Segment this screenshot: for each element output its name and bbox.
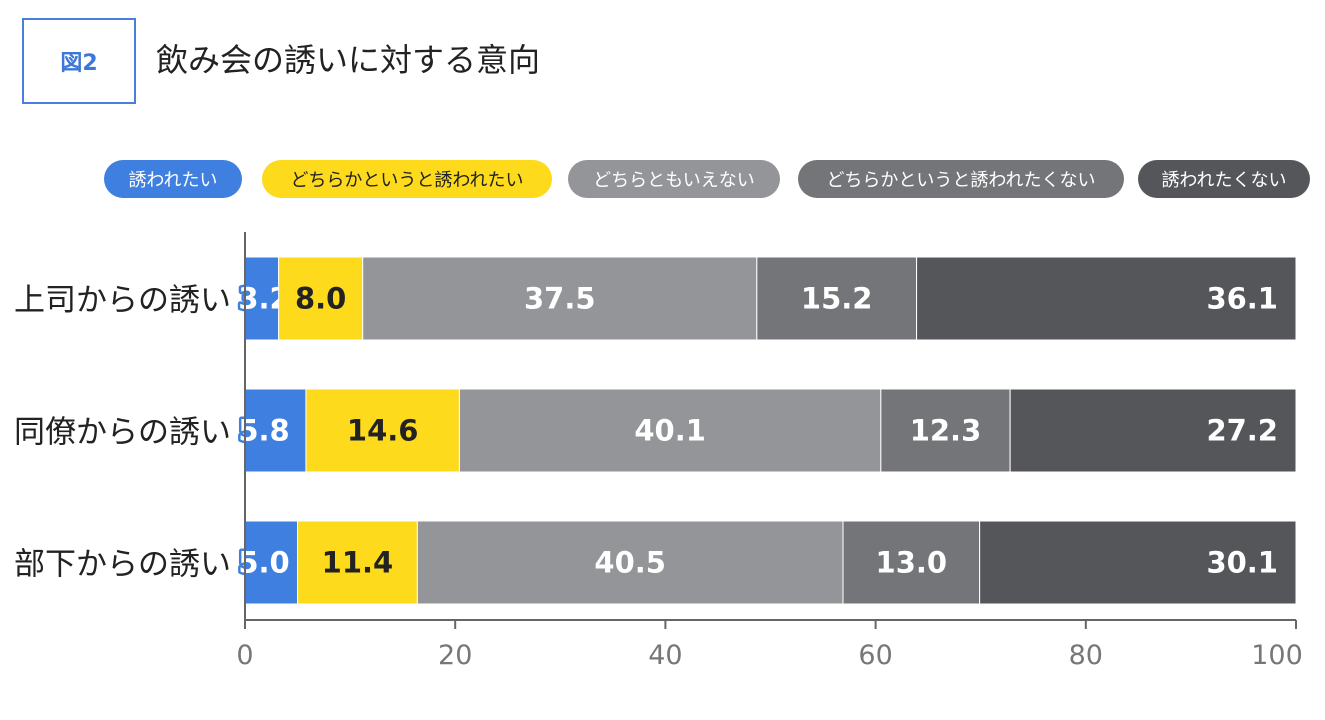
bar-segment bbox=[244, 256, 280, 341]
data-label: 27.2 bbox=[1206, 414, 1278, 448]
legend-item-1: 誘われたい bbox=[104, 160, 242, 198]
bar-segment bbox=[458, 388, 882, 473]
bar-segment bbox=[880, 388, 1011, 473]
bar-segment bbox=[278, 256, 364, 341]
bar-segment bbox=[244, 388, 307, 473]
data-label: 12.3 bbox=[910, 414, 982, 448]
legend-item-4: どちらかというと誘われたくない bbox=[798, 160, 1124, 198]
bar-segment bbox=[842, 520, 981, 605]
data-label: 37.5 bbox=[524, 282, 596, 316]
bar-segment bbox=[362, 256, 758, 341]
bar-segment bbox=[756, 256, 918, 341]
bar-segment bbox=[416, 520, 844, 605]
bar-segment bbox=[305, 388, 460, 473]
category-label: 同僚からの誘い bbox=[14, 415, 231, 451]
legend-item-2: どちらかというと誘われたい bbox=[262, 160, 552, 198]
x-tick-label: 80 bbox=[1069, 640, 1103, 671]
category-label: 部下からの誘い bbox=[14, 547, 231, 583]
bar-segment bbox=[1009, 388, 1297, 473]
bar-segment bbox=[297, 520, 418, 605]
data-label: 13.0 bbox=[876, 546, 948, 580]
data-label: 11.4 bbox=[322, 546, 394, 580]
data-label: 30.1 bbox=[1206, 546, 1278, 580]
legend-item-5: 誘われたくない bbox=[1138, 160, 1310, 198]
x-tick-label: 20 bbox=[438, 640, 472, 671]
category-label: 上司からの誘い bbox=[14, 283, 231, 319]
data-label: 14.6 bbox=[347, 414, 419, 448]
x-tick-label: 100 bbox=[1251, 640, 1303, 671]
data-label: 40.5 bbox=[594, 546, 666, 580]
x-tick-label: 60 bbox=[858, 640, 892, 671]
bar-segment bbox=[916, 256, 1297, 341]
legend: 誘われたい どちらかというと誘われたい どちらともいえない どちらかというと誘わ… bbox=[104, 160, 1310, 198]
data-label: 15.2 bbox=[801, 282, 873, 316]
chart-title: 飲み会の誘いに対する意向 bbox=[156, 41, 541, 79]
x-tick-label: 40 bbox=[648, 640, 682, 671]
data-label: 8.0 bbox=[295, 282, 346, 316]
legend-item-3: どちらともいえない bbox=[568, 160, 780, 198]
bar-segment bbox=[979, 520, 1297, 605]
data-label: 5.8 bbox=[238, 414, 289, 448]
data-label: 36.1 bbox=[1206, 282, 1278, 316]
data-label: 40.1 bbox=[634, 414, 706, 448]
figure-label: 図2 bbox=[22, 18, 136, 104]
data-label: 5.0 bbox=[238, 546, 289, 580]
x-tick-label: 0 bbox=[236, 640, 253, 671]
